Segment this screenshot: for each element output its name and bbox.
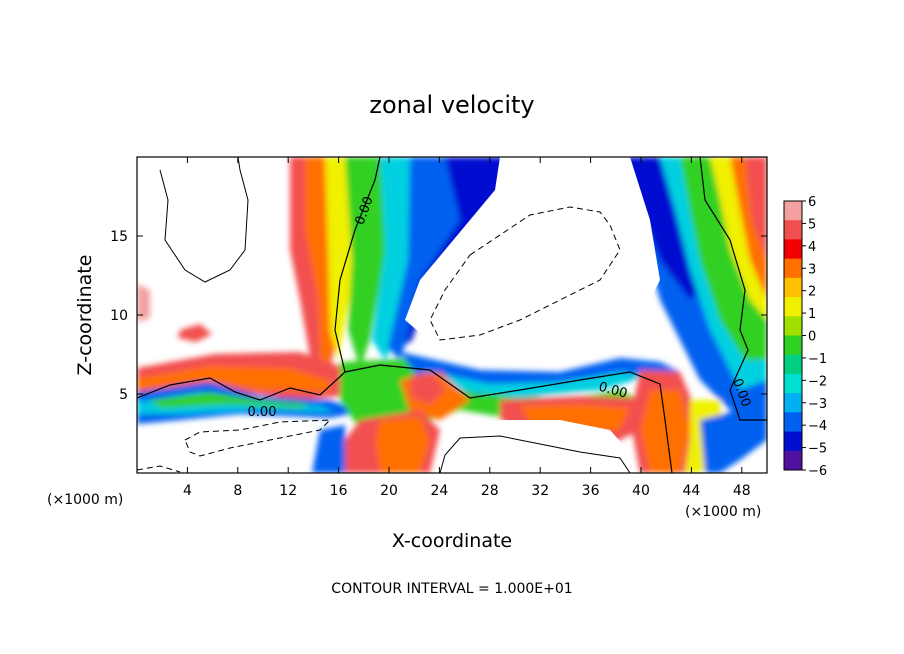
field-east-green — [680, 157, 767, 360]
x-tick-label: 36 — [582, 483, 600, 499]
colorbar-swatch — [784, 412, 802, 433]
y-tick-label: 5 — [119, 387, 128, 403]
colorbar-swatch — [784, 431, 802, 452]
dashed-contour-lower-left — [184, 419, 332, 457]
x-tick-label: 32 — [531, 483, 549, 499]
x-axis-title: X-coordinate — [392, 530, 512, 552]
field-lower-white-pocket — [440, 420, 628, 473]
colorbar-swatch — [784, 220, 802, 240]
x-tick-label: 24 — [430, 483, 448, 499]
colorbar-swatch — [784, 239, 802, 260]
colorbar-tick-label: −6 — [808, 464, 827, 479]
colorbar-tick-label: −5 — [808, 442, 827, 457]
colorbar-swatch — [784, 450, 802, 471]
x-tick-label: 28 — [481, 483, 499, 499]
x-tick-label: 20 — [380, 483, 398, 499]
field-center-red — [410, 372, 445, 404]
colorbar-tick-label: 6 — [808, 195, 816, 210]
contour-label: 0.00 — [597, 380, 629, 402]
field-west-green — [150, 392, 310, 408]
colorbar-swatch — [784, 316, 802, 336]
x-axis-left-unit-label: (×1000 m) — [47, 492, 123, 508]
contour-lines — [137, 157, 767, 473]
zero-contour-west — [137, 157, 381, 401]
colorbar-tick-label: 5 — [808, 217, 816, 232]
field-east-deep-blue — [625, 157, 700, 300]
colorbar-tick-label: −4 — [808, 419, 827, 434]
colorbar-tick-label: 0 — [808, 330, 816, 345]
solid-contour-lower-center — [439, 435, 631, 473]
y-axis-title: Z-coordinate — [74, 255, 96, 376]
field-east-lower-blue — [700, 400, 767, 473]
colorbar-tick-label: 2 — [808, 285, 816, 300]
chart-title: zonal velocity — [369, 91, 534, 119]
field-east-lower-orange — [640, 390, 690, 473]
colorbar-swatch — [784, 277, 802, 298]
colorbar-swatch — [784, 258, 802, 279]
colorbar-tick-label: 4 — [808, 240, 816, 255]
solid-contour-upper-left — [159, 157, 249, 283]
zero-contour-center — [344, 364, 673, 473]
y-tick-label: 10 — [110, 308, 128, 324]
y-axis: 5 10 15 — [110, 229, 767, 403]
x-tick-label: 48 — [733, 483, 751, 499]
x-axis-right-unit-label: (×1000 m) — [685, 504, 761, 520]
colorbar-tick-label: −3 — [808, 397, 827, 412]
field-left-edge-pink — [137, 284, 150, 322]
field-lower-orange-west — [375, 416, 430, 473]
x-tick-label: 40 — [632, 483, 650, 499]
colorbar-tick-label: −2 — [808, 374, 827, 389]
colorbar-swatch — [784, 354, 802, 375]
colorbar-swatch — [784, 373, 802, 394]
colorbar-swatch — [784, 393, 802, 413]
colorbar-tick-label: 1 — [808, 307, 816, 322]
field-east-red — [745, 157, 767, 260]
x-tick-label: 16 — [330, 483, 348, 499]
dashed-contour-bottom-left — [137, 465, 181, 473]
x-tick-label: 12 — [279, 483, 297, 499]
colorbar-swatch — [784, 201, 802, 221]
zero-contour-east — [699, 157, 767, 421]
x-tick-label: 44 — [682, 483, 700, 499]
colorbar-tick-label: 3 — [808, 262, 816, 277]
dashed-contour-upper-center — [429, 206, 621, 341]
field-lower-left-blue — [312, 425, 345, 473]
x-axis: 4 8 12 16 20 24 28 32 36 40 44 48 — [183, 157, 751, 499]
field-center-cyan — [420, 370, 650, 398]
field-central-white-pocket — [405, 157, 660, 355]
x-tick-label: 8 — [233, 483, 242, 499]
contour-label: 0.00 — [248, 405, 277, 420]
field-small-red-blob — [178, 324, 212, 342]
colorbar-tick-label: −1 — [808, 352, 827, 367]
colorbar-swatch — [784, 297, 802, 317]
y-tick-label: 15 — [110, 229, 128, 245]
x-tick-label: 4 — [183, 483, 192, 499]
colorbar-swatch — [784, 335, 802, 356]
velocity-field — [137, 157, 767, 473]
colorbar: 6 5 4 3 2 1 0 −1 −2 −3 −4 −5 −6 — [783, 195, 827, 479]
contour-interval-note: CONTOUR INTERVAL = 1.000E+01 — [331, 581, 572, 597]
field-west-shear-core — [137, 366, 330, 392]
